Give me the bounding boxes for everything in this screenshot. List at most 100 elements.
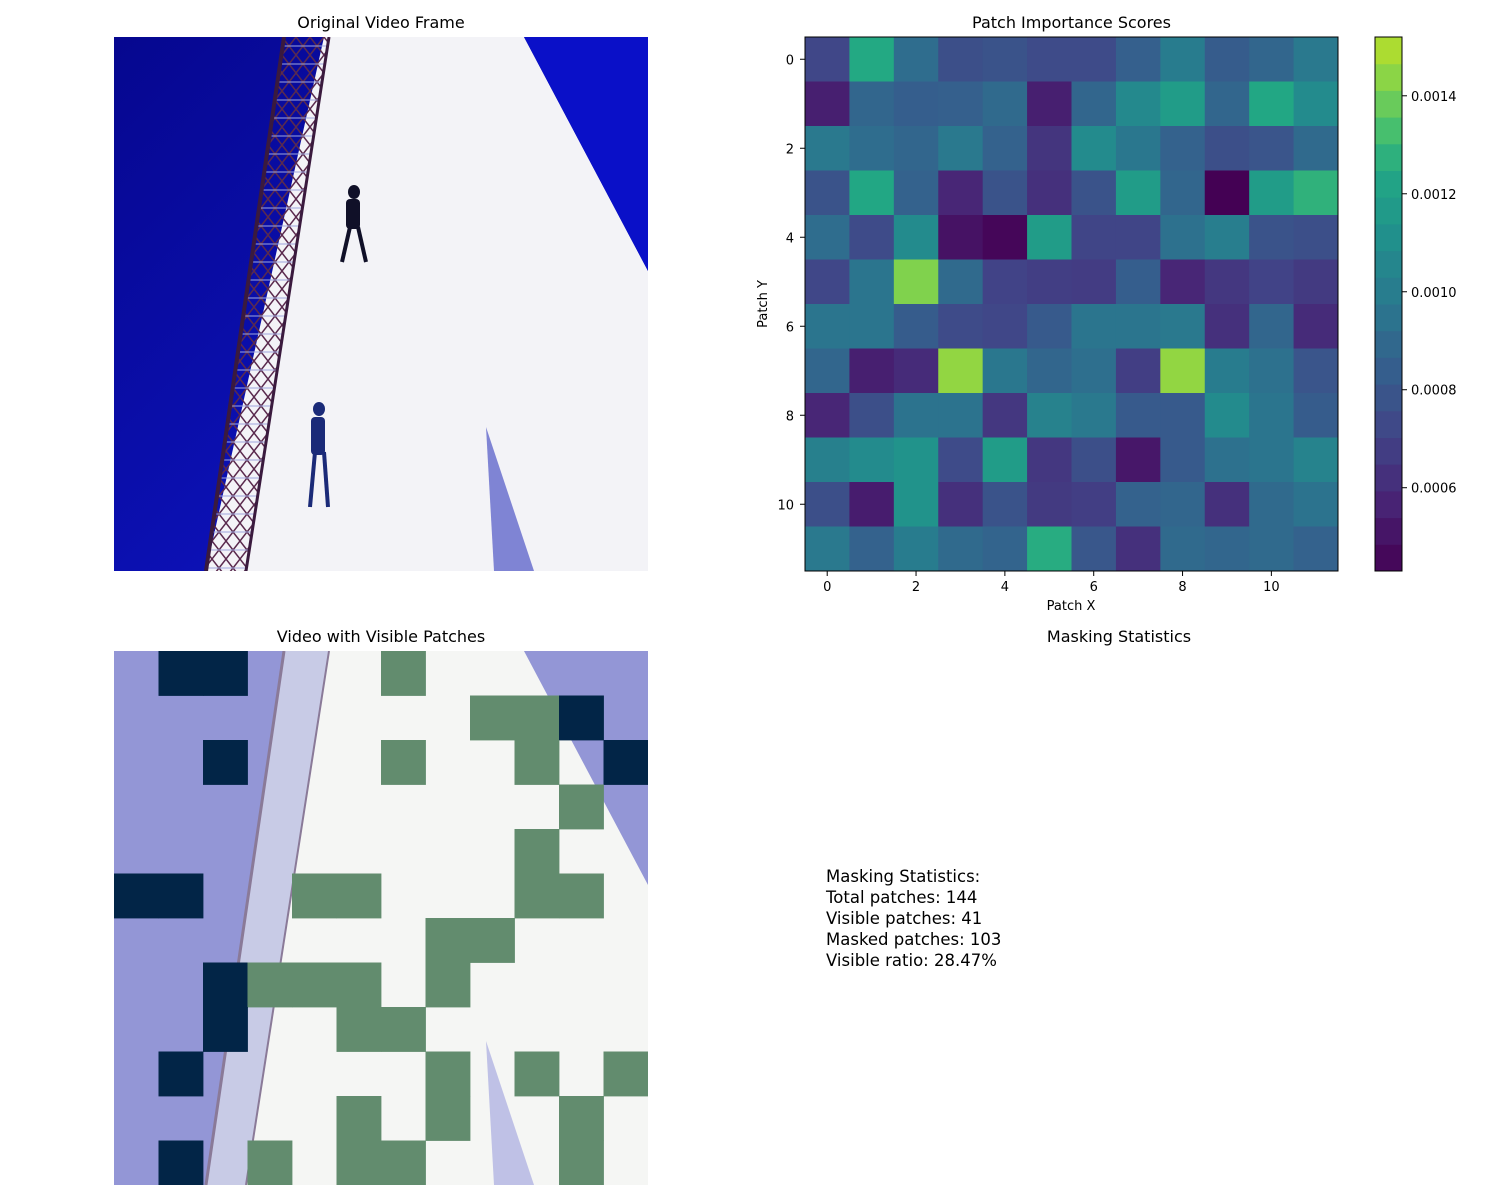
heatmap-cell [1293,215,1339,260]
heatmap-cell [1293,259,1339,305]
heatmap-cell [805,437,850,483]
heatmap-cell [805,126,850,171]
dark-patch [158,1051,204,1097]
heatmap-cell [1027,170,1072,216]
stats-masked: Masked patches: 103 [826,930,1002,949]
heatmap-cell [1204,215,1250,260]
visible-patch [559,873,604,919]
heatmap-cell [1204,259,1250,305]
x-tick-label: 4 [1001,580,1009,595]
dark-patch [203,740,248,785]
heatmap-cell [805,81,850,127]
heatmap-cell [805,215,850,260]
heatmap-cell [1027,81,1072,127]
colorbar-band [1375,37,1402,65]
visible-patch [470,918,515,963]
visible-patch [425,1096,471,1141]
visible-patch [425,1051,471,1097]
heatmap-cell [1293,393,1339,438]
heatmap-cell [1204,348,1250,394]
y-tick-label: 2 [786,142,794,157]
heatmap-cell [1160,348,1206,394]
importance-heatmap: 0 2 4 6 8 10 0 2 4 6 8 10 Patch X Patch Y 0.0006 0.… [756,36,1457,614]
heatmap-cell [893,393,939,438]
visible-patch [514,829,560,874]
y-tick-label: 6 [786,320,794,335]
visible-patch [336,962,382,1008]
heatmap-cell [1204,393,1250,438]
climber-upper [340,185,368,263]
heatmap-cell [1071,437,1117,483]
visible-patch [559,784,604,830]
visible-patch [559,1096,604,1141]
heatmap-cell [1115,126,1161,171]
heatmap-cell [982,304,1028,349]
heatmap-cell [982,81,1028,127]
heatmap-cell [1027,393,1072,438]
heatmap-cell [1115,393,1161,438]
heatmap-cell [893,126,939,171]
heatmap-cell [849,437,895,483]
heatmap-cell [1204,482,1250,527]
heatmap-cell [849,126,895,171]
colorbar-tick-label: 0.0010 [1411,286,1457,301]
heatmap-cell [1249,215,1295,260]
heatmap-cell [1071,81,1117,127]
heatmap-cell [1071,348,1117,394]
heatmap-cell [938,437,984,483]
visible-patch [514,1051,560,1097]
heatmap-cell [1071,393,1117,438]
heatmap-cell [1204,126,1250,171]
stats-total: Total patches: 144 [826,888,978,907]
colorbar-frame [1374,36,1403,572]
visible-patches-panel [114,651,648,1185]
heatmap-cell [849,304,895,349]
heatmap-cell [1027,259,1072,305]
heatmap-cell [1071,259,1117,305]
heatmap-cell [1071,215,1117,260]
visible-patch [603,1051,648,1097]
heatmap-cell [938,81,984,127]
colorbar-band [1375,223,1402,252]
colorbar-band [1375,143,1402,171]
heatmap-cell [938,526,984,572]
heatmap-cell [938,259,984,305]
heatmap-cell [1249,37,1295,82]
colorbar-band [1375,250,1402,278]
stats-title: Masking Statistics [1046,627,1192,646]
y-tick-label: 8 [786,409,794,424]
heatmap-cell [1204,81,1250,127]
heatmap-cell [1160,37,1206,82]
heatmap-cell [1160,259,1206,305]
heatmap-cell [1160,81,1206,127]
colorbar-tick-label: 0.0014 [1411,90,1457,105]
heatmap-cell [982,526,1028,572]
heatmap-cell [938,304,984,349]
heatmap-cell [805,304,850,349]
heatmap-cell [938,482,984,527]
heatmap-cell [1071,526,1117,572]
x-tick-label: 6 [1090,580,1098,595]
heatmap-cell [849,482,895,527]
heatmap-cell [849,526,895,572]
colorbar-band [1375,410,1402,438]
heatmap-cell [893,259,939,305]
dark-patch [158,1140,204,1185]
heatmap-cell [982,170,1028,216]
visible-patch [470,695,515,741]
colorbar-band [1375,357,1402,385]
heatmap-cell [1115,37,1161,82]
dark-patch [114,873,159,919]
heatmap-cell [893,526,939,572]
heatmap-cell [1204,526,1250,572]
y-tick-label: 4 [786,231,794,246]
climber-lower [308,402,330,508]
heatmap-cell [938,393,984,438]
heatmap-cell [1160,482,1206,527]
visible-patch [292,962,337,1008]
original-frame-title: Original Video Frame [297,13,465,32]
heatmap-cell [893,37,939,82]
heatmap-cell [1160,437,1206,483]
heatmap-cell [1293,304,1339,349]
heatmap-cell [1115,81,1161,127]
